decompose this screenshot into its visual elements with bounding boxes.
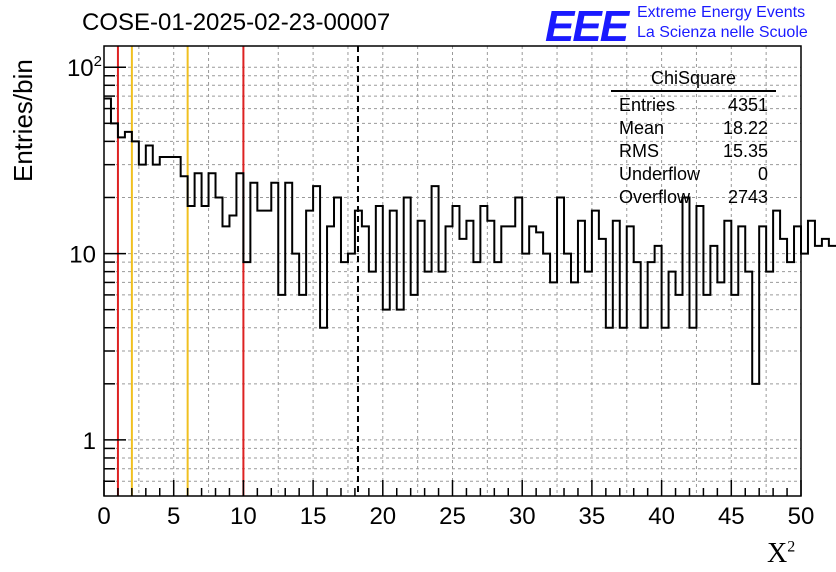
stats-divider bbox=[611, 90, 776, 92]
histogram-line bbox=[104, 97, 836, 385]
stat-label: Overflow bbox=[619, 187, 691, 207]
x-axis-label: X2 bbox=[767, 538, 795, 570]
x-tick-label: 25 bbox=[439, 503, 466, 530]
x-tick-label: 30 bbox=[509, 503, 536, 530]
logo-subtitle-1: Extreme Energy Events bbox=[637, 4, 806, 21]
tick-labels: 0 5 10 15 20 25 30 35 40 45 50 1 10 102 bbox=[67, 53, 814, 530]
x-tick-label: 5 bbox=[167, 503, 180, 530]
x-tick-label: 10 bbox=[230, 503, 257, 530]
stat-value: 18.22 bbox=[722, 118, 768, 138]
x-tick-label: 50 bbox=[788, 503, 815, 530]
stat-row-mean: Mean 18.22 bbox=[611, 117, 776, 140]
stat-row-overflow: Overflow 2743 bbox=[611, 186, 776, 209]
stat-label: Mean bbox=[619, 118, 665, 138]
stat-label: RMS bbox=[619, 141, 659, 161]
logo-subtitle-2: La Scienza nelle Scuole bbox=[637, 24, 808, 41]
x-tick-label: 20 bbox=[369, 503, 396, 530]
stat-row-underflow: Underflow 0 bbox=[611, 163, 776, 186]
x-tick-label: 35 bbox=[579, 503, 606, 530]
x-axis-label-sup: 2 bbox=[787, 538, 796, 556]
marker-lines bbox=[116, 46, 359, 496]
stats-title: ChiSquare bbox=[650, 68, 737, 88]
y-tick-label: 102 bbox=[67, 53, 102, 82]
stat-value: 0 bbox=[757, 164, 768, 184]
x-tick-label: 45 bbox=[718, 503, 745, 530]
axis-ticks bbox=[103, 66, 802, 496]
stat-label: Underflow bbox=[619, 164, 701, 184]
stat-value: 4351 bbox=[727, 95, 768, 115]
stat-row-entries: Entries 4351 bbox=[611, 94, 776, 117]
x-tick-label: 40 bbox=[648, 503, 675, 530]
y-axis-label: Entries/bin bbox=[8, 59, 38, 182]
x-tick-label: 15 bbox=[300, 503, 327, 530]
y-tick-label: 10 bbox=[69, 242, 96, 269]
stats-box: ChiSquare Entries 4351 Mean 18.22 RMS 15.35… bbox=[611, 66, 776, 209]
stat-label: Entries bbox=[619, 95, 676, 115]
stat-row-rms: RMS 15.35 bbox=[611, 140, 776, 163]
stat-value: 15.35 bbox=[722, 141, 768, 161]
x-tick-label: 0 bbox=[97, 503, 110, 530]
x-axis-label-base: X bbox=[767, 538, 788, 569]
y-tick-label: 1 bbox=[83, 428, 96, 455]
chart-title: COSE-01-2025-02-23-00007 bbox=[82, 9, 391, 36]
stat-value: 2743 bbox=[727, 187, 768, 207]
eee-logo: EEE bbox=[545, 2, 629, 51]
